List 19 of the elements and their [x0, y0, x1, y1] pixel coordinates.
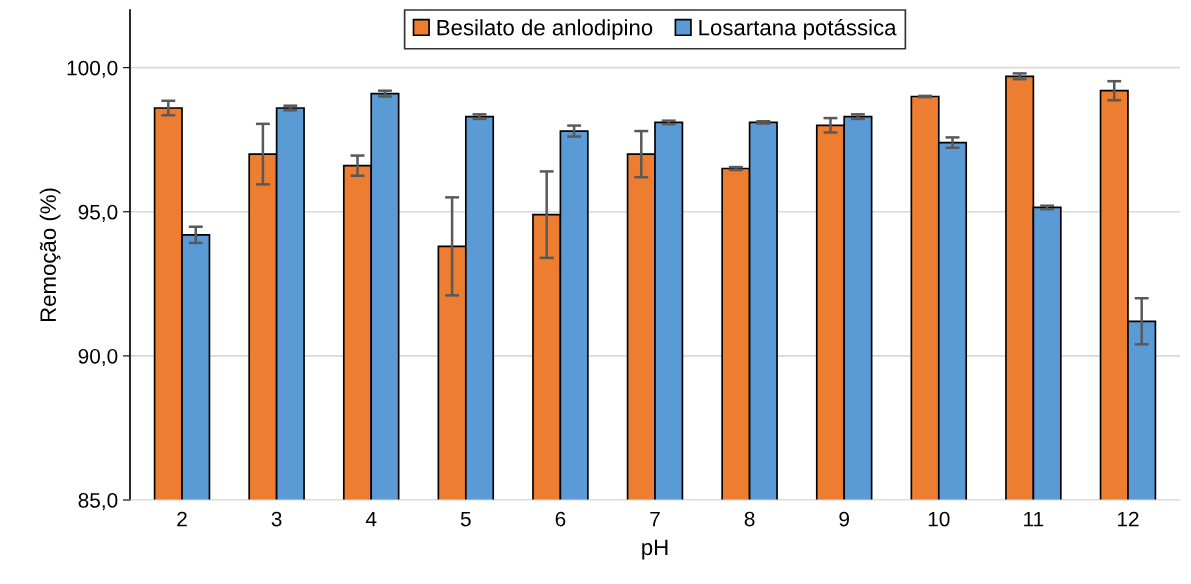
- x-tick-label: 12: [1117, 511, 1139, 527]
- y-tick-label: 100,0: [67, 60, 118, 78]
- y-tick-label: 90,0: [78, 348, 118, 367]
- x-tick-label: 5: [460, 511, 471, 527]
- x-tick-label: 11: [1024, 511, 1044, 527]
- x-tick-label: 4: [365, 511, 377, 527]
- y-tick-label: 85,0: [78, 493, 118, 511]
- legend-label: Besilato de anlodipino: [437, 19, 653, 40]
- x-tick-label: 6: [555, 511, 566, 527]
- x-tick-label: 10: [928, 511, 950, 527]
- x-tick-label: 7: [650, 511, 660, 527]
- x-axis-title: pH: [642, 539, 668, 560]
- x-tick-label: 2: [177, 511, 187, 527]
- y-tick-label: 95,0: [78, 204, 118, 222]
- legend-label: Losartana potássica: [699, 18, 897, 40]
- y-axis-title: Remoção (%): [39, 188, 61, 322]
- x-tick-label: 9: [839, 511, 849, 527]
- x-tick-label: 8: [744, 511, 755, 527]
- x-tick-label: 3: [271, 511, 282, 527]
